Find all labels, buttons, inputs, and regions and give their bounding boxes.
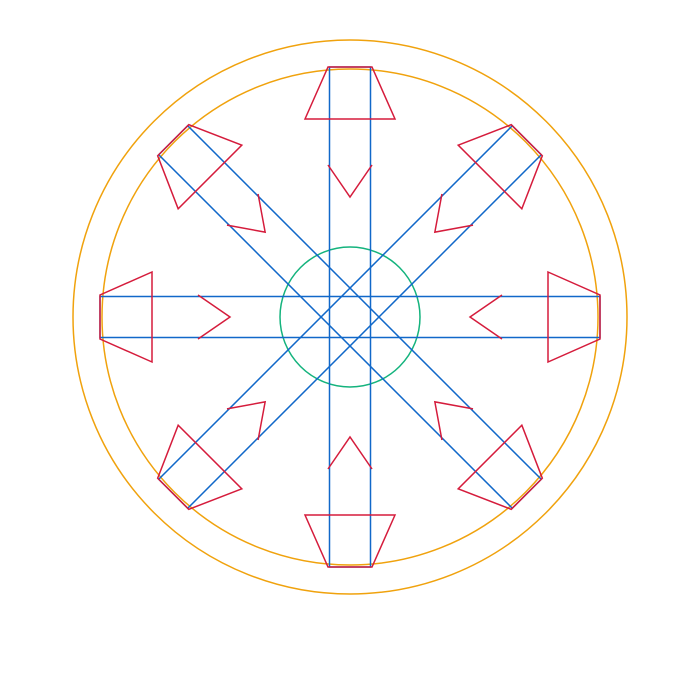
quad-0: [548, 272, 600, 362]
chevron-6: [328, 165, 372, 197]
chevron-7: [435, 194, 473, 232]
ring-2: [280, 247, 420, 387]
chevron-5: [227, 194, 265, 232]
chevron-1: [435, 402, 473, 440]
bar-0: [100, 297, 600, 338]
chevron-0: [470, 295, 502, 339]
ring-1: [102, 69, 598, 565]
bar-3: [159, 126, 542, 509]
quad-2: [305, 515, 395, 567]
chevron-4: [198, 295, 230, 339]
chevron-3: [227, 402, 265, 440]
bar-2: [330, 67, 371, 567]
quad-4: [100, 272, 152, 362]
quad-6: [305, 67, 395, 119]
ring-0: [73, 40, 627, 594]
bar-1: [159, 126, 542, 509]
mandala-diagram: [0, 0, 700, 675]
chevron-2: [328, 437, 372, 469]
